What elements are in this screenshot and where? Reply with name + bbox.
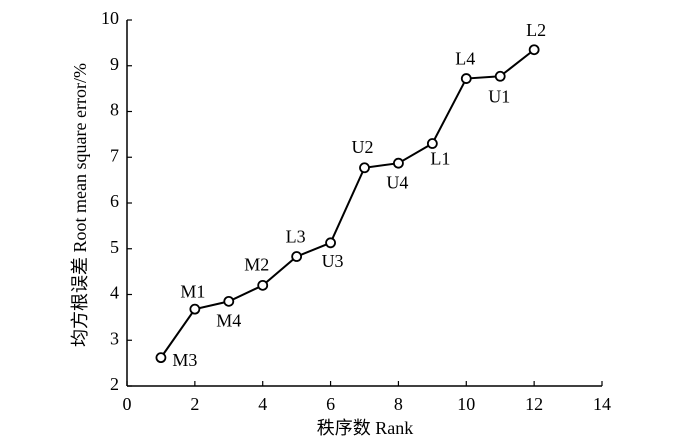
point-label: L2 — [526, 20, 546, 40]
point-label: L4 — [455, 49, 475, 69]
point — [189, 303, 201, 315]
point — [223, 295, 235, 307]
point-label: U1 — [488, 86, 510, 106]
point — [494, 70, 506, 82]
point-label: L3 — [286, 227, 306, 247]
y-tick-label: 4 — [110, 283, 119, 303]
y-tick-label: 9 — [110, 54, 119, 74]
point-label: M1 — [180, 281, 205, 301]
point — [325, 237, 336, 249]
x-axis-title: 秩序数 Rank — [317, 418, 414, 438]
point — [359, 162, 370, 174]
x-tick-label: 10 — [457, 394, 475, 414]
point — [460, 73, 472, 84]
x-tick-label: 14 — [593, 394, 611, 414]
point-label: M3 — [172, 350, 197, 370]
y-tick-label: 5 — [110, 237, 119, 257]
x-tick-label: 0 — [123, 394, 132, 414]
point-label: M4 — [216, 310, 241, 330]
y-tick-label: 10 — [101, 8, 119, 28]
y-tick-label: 3 — [110, 328, 119, 348]
x-tick-label: 2 — [190, 394, 199, 414]
point-label: U2 — [352, 137, 374, 157]
y-tick-label: 6 — [110, 191, 119, 211]
point-label: U4 — [386, 172, 408, 192]
point-label: M2 — [244, 254, 269, 274]
y-tick-label: 2 — [110, 374, 119, 394]
point — [291, 251, 303, 262]
y-axis-title: 均方根误差 Root mean square error/% — [70, 63, 90, 347]
point — [528, 44, 540, 56]
point-label: L1 — [430, 149, 450, 169]
point — [426, 138, 438, 149]
y-tick-label: 7 — [110, 145, 119, 165]
y-tick-label: 8 — [110, 100, 119, 120]
point — [393, 157, 404, 169]
x-tick-label: 4 — [258, 394, 267, 414]
point-label: U3 — [322, 251, 344, 271]
point — [155, 352, 167, 364]
line — [160, 48, 535, 359]
x-tick-label: 6 — [326, 394, 335, 414]
point — [257, 279, 269, 291]
x-tick-label: 8 — [394, 394, 403, 414]
x-tick-label: 12 — [525, 394, 543, 414]
